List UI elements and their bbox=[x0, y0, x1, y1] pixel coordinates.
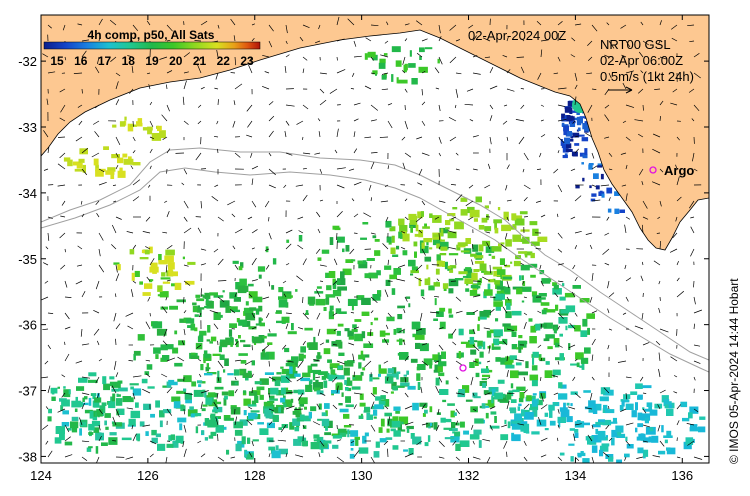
lon-tick-label: 128 bbox=[244, 468, 266, 483]
colorbar-tick-label: 21 bbox=[193, 54, 207, 68]
colorbar-gradient bbox=[43, 41, 261, 50]
lon-axis: 124 126 128 130 132 134 136 bbox=[30, 15, 693, 483]
lat-tick-label: -33 bbox=[18, 120, 37, 135]
lat-tick-label: -37 bbox=[18, 384, 37, 399]
current-vectors bbox=[41, 16, 703, 463]
colorbar-tick-label: 22 bbox=[217, 54, 231, 68]
product-label: 4h comp, p50, All Sats bbox=[88, 28, 215, 42]
lon-tick-label: 132 bbox=[458, 468, 480, 483]
lon-tick-label: 134 bbox=[565, 468, 587, 483]
colorbar-tick-label: 20 bbox=[169, 54, 183, 68]
lat-tick-label: -38 bbox=[18, 449, 37, 464]
lon-tick-label: 126 bbox=[137, 468, 159, 483]
current-product-label: NRT00 GSL bbox=[600, 37, 671, 52]
land-australia bbox=[41, 15, 709, 251]
lat-tick-label: -32 bbox=[18, 54, 37, 69]
lon-tick-label: 124 bbox=[30, 468, 52, 483]
credit-label: © IMOS 05-Apr-2024 14:44 Hobart bbox=[727, 278, 741, 464]
lon-tick-label: 130 bbox=[351, 468, 373, 483]
lat-axis: -32 -33 -34 -35 -36 -37 -38 bbox=[18, 54, 709, 464]
current-time-label: 02-Apr 06:00Z bbox=[600, 53, 683, 68]
argo-float-marker-2 bbox=[459, 364, 467, 372]
lat-tick-label: -34 bbox=[18, 186, 37, 201]
colorbar-tick-label: 23 bbox=[240, 54, 254, 68]
map-frame bbox=[40, 14, 710, 464]
depth-contour-slope bbox=[41, 167, 709, 373]
colorbar-tick-label: 17 bbox=[98, 54, 112, 68]
colorbar-tick-label: 16 bbox=[74, 54, 88, 68]
depth-contour-shelf bbox=[41, 147, 709, 361]
argo-label: Argo bbox=[664, 163, 694, 178]
colorbar: 4h comp, p50, All Sats 15 16 17 18 19 20 21 22 2… bbox=[43, 28, 261, 68]
colorbar-tick-label: 19 bbox=[145, 54, 159, 68]
date-label: 02-Apr-2024 00Z bbox=[468, 28, 566, 43]
argo-float-marker bbox=[649, 166, 657, 174]
scale-arrow bbox=[608, 86, 633, 94]
colorbar-tick-label: 18 bbox=[122, 54, 136, 68]
colorbar-tick-label: 15 bbox=[50, 54, 64, 68]
lon-tick-label: 136 bbox=[671, 468, 693, 483]
sst-patches bbox=[47, 46, 706, 463]
lat-tick-label: -36 bbox=[18, 318, 37, 333]
lat-tick-label: -35 bbox=[18, 252, 37, 267]
scale-label: 0.5m/s (1kt 24h) bbox=[600, 69, 694, 84]
